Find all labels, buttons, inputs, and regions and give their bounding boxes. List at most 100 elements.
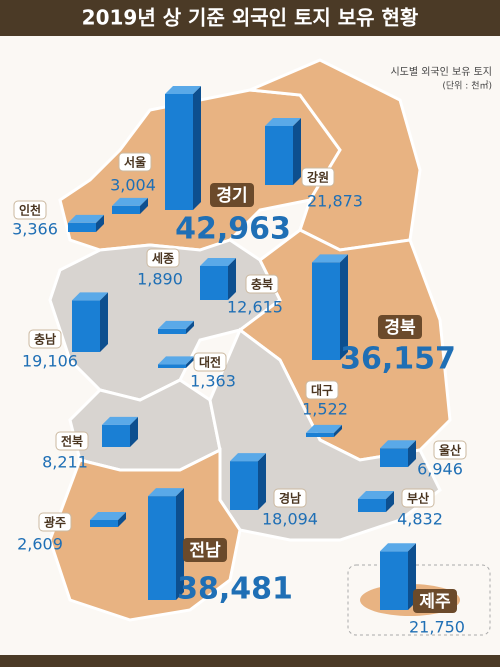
bar — [90, 519, 118, 527]
region-name: 대전 — [199, 355, 221, 370]
value-label: 1,522 — [302, 400, 348, 419]
name-tag — [193, 352, 227, 372]
region-name: 부산 — [407, 491, 429, 506]
bar-top — [148, 488, 184, 497]
region-name: 인천 — [19, 203, 41, 218]
name-tag — [13, 200, 47, 220]
region-name: 광주 — [44, 515, 66, 530]
name-tag — [433, 440, 467, 460]
bar — [380, 448, 408, 467]
bar-side — [118, 511, 126, 527]
region-jeonnam — [48, 447, 242, 622]
bar-side — [386, 490, 394, 512]
name-tag — [38, 512, 72, 532]
bar-side — [100, 292, 108, 352]
bar-top — [230, 453, 266, 462]
name-tag — [55, 431, 89, 451]
region-name: 대구 — [311, 384, 333, 398]
bar-side — [176, 488, 184, 600]
region-name: 울산 — [439, 443, 461, 458]
region-name: 경남 — [279, 491, 301, 506]
value-label: 19,106 — [22, 352, 78, 371]
name-tag — [273, 488, 307, 508]
value-label: 12,615 — [227, 298, 283, 317]
region-name: 전북 — [61, 434, 83, 449]
bar — [312, 262, 340, 360]
value-label: 8,211 — [42, 453, 88, 472]
bar-side — [96, 214, 104, 232]
title-bar — [0, 0, 500, 36]
value-label: 3,004 — [110, 176, 156, 195]
bar-side — [258, 453, 266, 510]
bar-top — [158, 356, 194, 365]
bar-top — [265, 117, 301, 126]
bar — [112, 205, 140, 214]
value-label: 18,094 — [262, 510, 318, 529]
footer-bar — [0, 655, 500, 667]
region-name: 서울 — [124, 155, 146, 170]
name-tag — [301, 167, 335, 187]
name-tag — [183, 538, 227, 562]
value-label: 36,157 — [340, 342, 456, 377]
value-label: 21,873 — [307, 192, 363, 211]
name-tag — [28, 329, 62, 349]
bar — [148, 496, 176, 600]
title: 2019년 상 기준 외국인 토지 보유 현황 — [82, 6, 419, 30]
bar — [200, 265, 228, 300]
value-label: 4,832 — [397, 510, 443, 529]
name-tag — [146, 248, 180, 268]
value-label: 38,481 — [177, 572, 293, 607]
subtitle: 시도별 외국인 보유 토지 — [390, 66, 492, 78]
bar — [265, 125, 293, 185]
name-tag — [401, 488, 435, 508]
region-name: 제주 — [419, 592, 451, 612]
bar-side — [334, 424, 342, 437]
bar — [230, 461, 258, 510]
bar — [380, 551, 408, 610]
bar-top — [90, 511, 126, 520]
value-label: 3,366 — [12, 220, 58, 239]
region-name: 충남 — [34, 332, 56, 347]
bar — [102, 424, 130, 447]
region-name: 세종 — [152, 251, 174, 266]
value-label: 1,363 — [190, 372, 236, 391]
region-name: 전남 — [189, 541, 221, 561]
value-label: 21,750 — [409, 618, 465, 637]
bar — [68, 222, 96, 232]
bar-side — [186, 356, 194, 368]
region-name: 경기 — [216, 186, 247, 206]
bar-side — [293, 117, 301, 185]
bar-side — [140, 197, 148, 214]
value-label: 1,890 — [137, 270, 183, 289]
bar — [72, 300, 100, 352]
bar-side — [228, 257, 236, 300]
bar-top — [312, 254, 348, 263]
bar-top — [158, 320, 194, 329]
bar — [358, 498, 386, 512]
name-tag — [305, 380, 339, 400]
value-label: 6,946 — [417, 460, 463, 479]
bar-top — [306, 424, 342, 433]
region-name: 충북 — [251, 277, 273, 292]
bar-top — [380, 543, 416, 552]
jeju-box — [347, 564, 491, 636]
bar — [165, 93, 193, 210]
bar-top — [200, 257, 236, 266]
bar-top — [72, 292, 108, 301]
bar-side — [186, 320, 194, 334]
region-name: 경북 — [384, 318, 416, 338]
bar-top — [358, 490, 394, 499]
bar-top — [165, 85, 201, 94]
bar-top — [112, 197, 148, 206]
name-tag — [210, 183, 254, 207]
bar — [158, 328, 186, 334]
region-name: 강원 — [307, 171, 329, 185]
bar-top — [102, 416, 138, 425]
value-label: 2,609 — [17, 535, 63, 554]
bar — [306, 432, 334, 437]
bar-side — [340, 254, 348, 360]
name-tag — [378, 315, 422, 339]
bar-top — [380, 440, 416, 449]
bar-side — [408, 440, 416, 467]
unit: (단위 : 천㎡) — [442, 81, 492, 92]
